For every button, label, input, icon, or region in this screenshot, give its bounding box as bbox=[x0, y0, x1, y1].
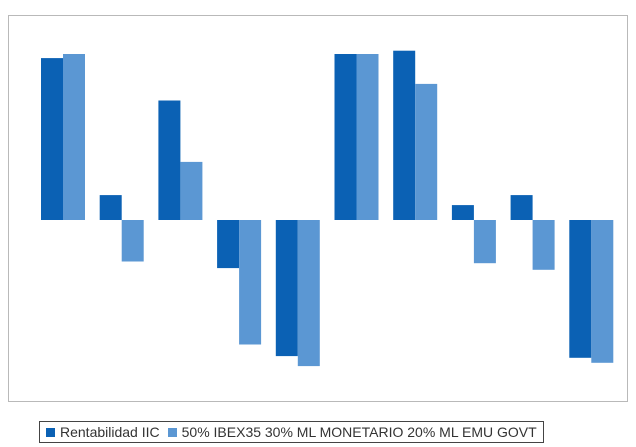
bar-series-2-cat-3 bbox=[180, 161, 203, 220]
bar-series-2-cat-7 bbox=[415, 83, 438, 221]
legend-item-series-2: 50% IBEX35 30% ML MONETARIO 20% ML EMU G… bbox=[167, 424, 537, 440]
bar-series-2-cat-10 bbox=[591, 220, 614, 363]
bar-series-1-cat-8 bbox=[451, 205, 474, 220]
bar-series-1-cat-2 bbox=[99, 195, 122, 220]
chart-legend: Rentabilidad IIC 50% IBEX35 30% ML MONET… bbox=[39, 421, 544, 443]
bar-series-2-cat-5 bbox=[297, 220, 320, 367]
bar-series-2-cat-9 bbox=[532, 220, 555, 270]
legend-label-series-1: Rentabilidad IIC bbox=[60, 424, 160, 440]
bar-series-1-cat-5 bbox=[275, 220, 298, 357]
legend-label-series-2: 50% IBEX35 30% ML MONETARIO 20% ML EMU G… bbox=[181, 424, 537, 440]
bar-series-1-cat-1 bbox=[41, 58, 63, 220]
legend-item-series-1: Rentabilidad IIC bbox=[46, 424, 160, 440]
bar-chart bbox=[41, 50, 614, 367]
bar-series-1-cat-3 bbox=[158, 100, 181, 220]
bar-series-2-cat-1 bbox=[63, 54, 85, 220]
bar-series-2-cat-8 bbox=[473, 220, 496, 264]
bar-series-1-cat-4 bbox=[217, 220, 240, 269]
bar-series-1-cat-6 bbox=[334, 54, 357, 220]
bar-series-2-cat-6 bbox=[356, 54, 379, 220]
bar-series-1-cat-10 bbox=[569, 220, 592, 358]
legend-swatch-series-2 bbox=[167, 427, 177, 437]
bar-series-1-cat-7 bbox=[393, 50, 416, 221]
legend-swatch-series-1 bbox=[46, 427, 55, 437]
chart-area bbox=[8, 15, 628, 402]
bar-series-1-cat-9 bbox=[510, 195, 533, 220]
bar-series-2-cat-2 bbox=[121, 220, 144, 262]
bar-series-2-cat-4 bbox=[239, 220, 262, 345]
